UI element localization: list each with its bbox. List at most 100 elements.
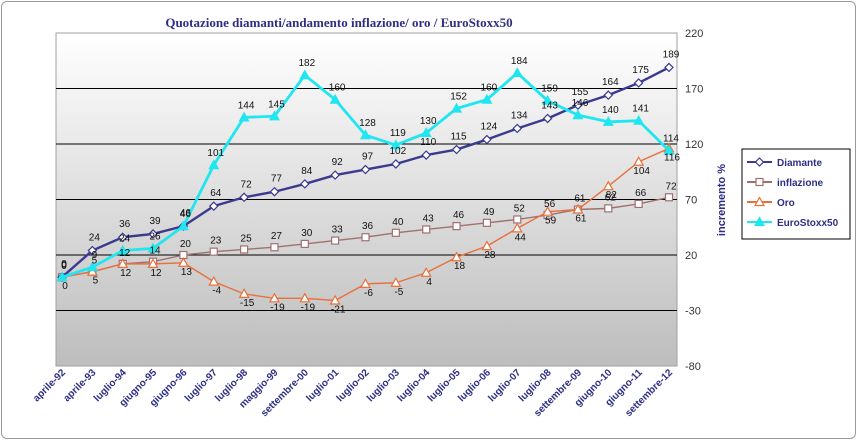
data-label: 134 [511,110,528,121]
data-label: 116 [664,152,680,163]
data-point [572,109,584,120]
data-label: 30 [301,228,313,239]
data-label: 143 [541,100,558,111]
data-label: 189 [663,49,680,60]
data-label: 152 [450,91,467,102]
data-point [117,258,129,268]
data-point [604,204,613,213]
data-label: 39 [149,216,161,227]
data-point [238,111,250,122]
data-point [633,156,645,166]
legend-entry: Oro [747,196,795,209]
data-label: 124 [481,122,498,133]
data-point [177,257,189,267]
data-point [208,275,220,286]
data-label: 5 [93,276,99,287]
data-point [572,203,584,214]
y-tick-label: 220 [685,28,703,40]
data-point [422,225,431,234]
data-label: 145 [268,99,285,110]
legend-entry: inflazione [747,177,824,189]
data-point [360,164,371,175]
data-point [573,100,583,110]
y-tick-label: 170 [685,84,703,96]
data-point [329,93,341,104]
data-point [420,267,432,277]
data-label: 46 [180,208,192,219]
data-label: 82 [606,190,618,201]
legend-entry: Diamante [747,157,822,169]
data-label: 27 [271,231,283,242]
data-point [359,278,372,288]
data-label: -19 [270,302,285,313]
data-point [117,232,128,243]
data-label: 36 [362,221,374,232]
data-label: 20 [180,239,192,250]
data-point [390,139,402,150]
data-label: 52 [514,203,526,214]
legend-label: EuroStoxx50 [777,218,839,229]
data-point [390,277,402,287]
legend-label: Diamante [777,158,822,169]
data-label: 0 [61,259,67,270]
legend-label: inflazione [777,178,824,189]
data-point [117,244,129,255]
data-label: 128 [359,118,376,129]
data-label: 84 [301,166,313,177]
y-tick-label: -80 [685,361,701,373]
data-point [391,228,400,237]
data-label: -21 [331,305,346,316]
data-point [268,110,280,121]
gridlines [56,88,677,311]
data-point [86,261,98,272]
data-point [299,179,310,189]
data-point [664,62,674,73]
data-label: 18 [454,261,466,272]
data-point [238,288,250,298]
data-label: 23 [210,236,222,247]
data-label: 40 [392,217,404,228]
data-point [56,271,68,282]
data-label: 160 [329,83,346,94]
data-point [87,245,98,256]
data-point [269,186,280,197]
data-label: 62 [605,192,617,203]
data-point [391,159,401,169]
data-label: 115 [451,132,467,143]
data-label: 5 [92,256,98,267]
data-label: 36 [119,219,131,230]
data-point [603,90,614,101]
data-label: 12 [150,268,162,279]
data-label: 24 [119,234,131,245]
data-point [177,220,189,231]
data-point [331,236,340,245]
data-point [239,192,249,203]
data-label: -4 [212,286,221,297]
data-point [420,127,432,137]
y-tick-label: 70 [685,195,697,207]
legend-entry: EuroStoxx50 [747,216,839,229]
data-point [421,150,432,160]
data-point [633,78,644,88]
data-label: 104 [633,166,650,177]
data-label: 140 [602,105,619,116]
data-point [270,243,279,252]
data-label: 130 [420,116,437,127]
data-label: 28 [484,250,496,261]
data-point [240,245,249,254]
data-label: 25 [241,233,253,244]
data-label: 0 [61,260,67,271]
data-point [634,199,643,209]
data-point [482,134,492,145]
data-label: -19 [301,302,316,313]
data-label: 110 [420,137,436,148]
data-point [542,113,553,124]
data-point [299,292,311,303]
data-label: 12 [119,248,131,259]
data-label: 164 [602,77,619,88]
data-label: 33 [332,225,344,236]
data-point [329,294,341,305]
data-label: 61 [574,193,586,204]
legend-marker [753,196,766,207]
